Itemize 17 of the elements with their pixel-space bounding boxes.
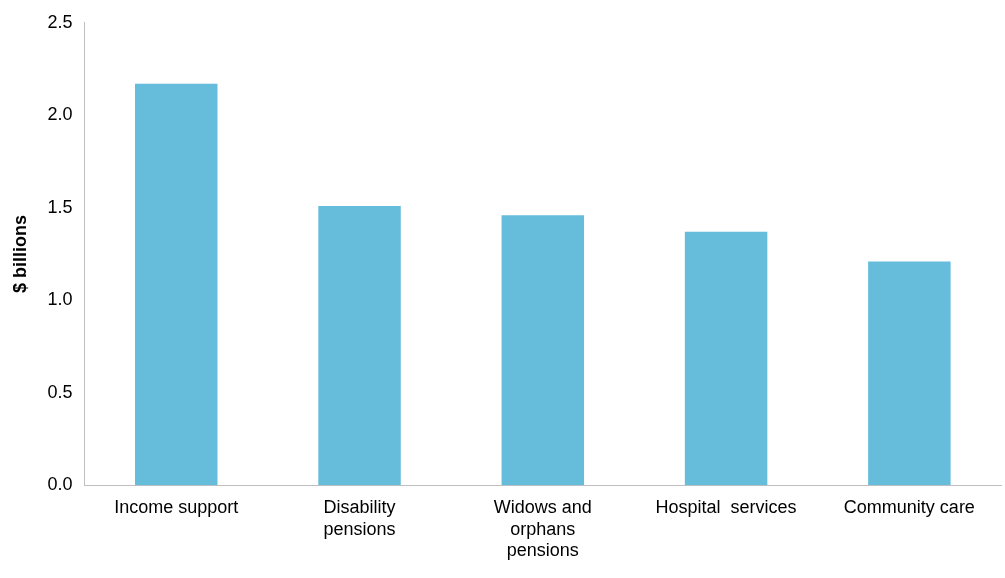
y-axis-title: $ billions — [9, 214, 30, 294]
bar — [868, 261, 951, 486]
bar — [318, 205, 401, 486]
y-tick-label: 0.5 — [47, 381, 73, 402]
y-tick-label: 0.0 — [47, 474, 73, 495]
bar — [135, 83, 218, 486]
y-tick-label: 2.5 — [47, 11, 73, 32]
y-tick-label: 1.5 — [47, 196, 73, 217]
x-tick-label: Community care — [843, 496, 975, 517]
x-tick-label: Widows and orphans pensions — [493, 496, 592, 561]
x-tick-label: Income support — [114, 496, 239, 517]
x-tick-label: Disability pensions — [323, 496, 396, 539]
y-tick-label: 1.0 — [47, 289, 73, 310]
y-tick-label: 2.0 — [47, 104, 73, 125]
bar — [501, 215, 585, 486]
bar — [684, 231, 768, 486]
x-tick-label: Hospital services — [655, 496, 797, 517]
